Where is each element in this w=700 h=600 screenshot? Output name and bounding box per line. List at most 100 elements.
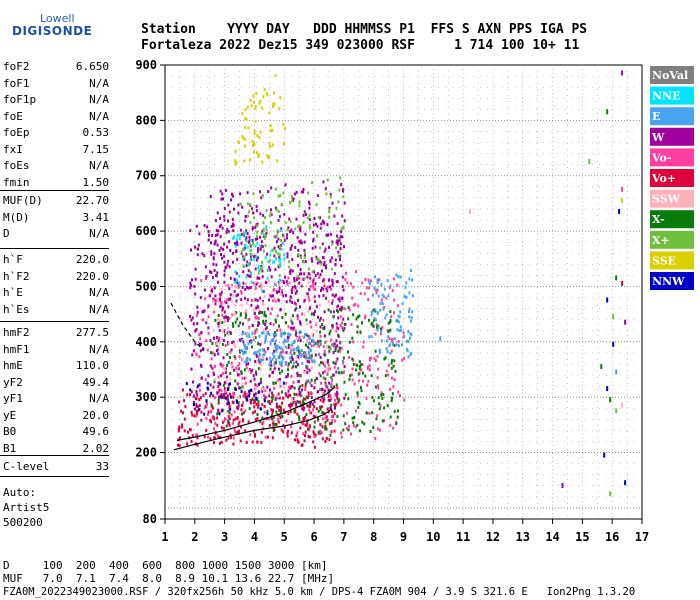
data-point — [308, 342, 310, 345]
data-point — [256, 249, 259, 253]
data-point — [236, 243, 239, 246]
data-point — [406, 339, 409, 343]
data-point — [401, 358, 404, 362]
data-point — [303, 255, 306, 259]
data-point — [232, 294, 234, 298]
data-point — [248, 325, 251, 329]
data-point — [376, 414, 379, 418]
data-point — [313, 420, 316, 424]
data-point — [290, 348, 293, 352]
data-point — [279, 328, 282, 332]
data-point — [320, 381, 322, 385]
data-point — [312, 284, 315, 288]
data-point — [269, 214, 272, 218]
data-point — [218, 441, 221, 445]
data-point — [241, 358, 244, 362]
data-point — [224, 389, 227, 393]
data-point — [237, 324, 240, 328]
data-point — [292, 340, 295, 344]
data-point — [370, 374, 373, 378]
data-point — [298, 240, 301, 244]
data-point — [286, 395, 289, 399]
data-point — [213, 436, 216, 440]
data-point — [222, 383, 225, 387]
data-point — [267, 435, 269, 439]
data-point — [298, 415, 300, 419]
legend-label: NNE — [652, 90, 681, 103]
data-point — [324, 389, 326, 393]
data-point — [261, 331, 263, 335]
data-point — [277, 210, 280, 214]
data-point — [210, 292, 213, 296]
data-point — [247, 342, 250, 346]
data-point — [227, 341, 229, 344]
data-point — [187, 430, 189, 434]
data-point — [274, 364, 277, 368]
legend-swatch — [650, 251, 694, 270]
data-point — [314, 433, 317, 437]
data-point — [209, 339, 212, 343]
data-point — [237, 367, 240, 371]
param-value: N/A — [89, 392, 109, 405]
data-point — [286, 233, 289, 237]
data-point — [252, 308, 255, 312]
data-point — [262, 303, 265, 307]
data-point — [256, 304, 259, 308]
data-point — [310, 378, 313, 382]
data-point — [300, 388, 303, 392]
data-point — [202, 309, 205, 313]
data-point — [368, 282, 371, 286]
data-point — [357, 304, 360, 308]
data-point — [235, 271, 238, 275]
data-point — [229, 407, 232, 411]
data-point — [276, 405, 279, 409]
data-point — [224, 333, 227, 337]
data-point — [299, 226, 302, 229]
data-point — [395, 273, 398, 277]
data-point — [310, 344, 313, 348]
data-point — [278, 290, 281, 293]
data-point — [319, 260, 322, 264]
data-point — [264, 395, 267, 399]
data-point — [272, 428, 275, 432]
data-point — [249, 257, 252, 261]
data-point — [243, 350, 246, 354]
data-point — [183, 399, 186, 403]
data-point — [314, 342, 317, 346]
data-point — [203, 412, 206, 416]
data-point — [178, 444, 181, 448]
data-point — [331, 293, 334, 297]
data-point — [280, 362, 283, 366]
data-point — [282, 142, 285, 146]
data-point — [256, 281, 259, 285]
data-point — [259, 212, 262, 216]
data-point — [275, 283, 277, 287]
data-point — [226, 245, 229, 249]
data-point — [290, 385, 293, 389]
data-point — [295, 289, 298, 293]
data-point — [271, 307, 274, 311]
data-point — [272, 323, 275, 326]
data-point — [256, 134, 259, 137]
data-point — [389, 310, 392, 314]
data-point — [214, 396, 216, 400]
data-point — [222, 356, 225, 360]
data-point — [210, 391, 213, 395]
data-point — [311, 246, 314, 250]
data-point — [309, 342, 312, 346]
data-point — [307, 350, 310, 354]
data-point — [253, 352, 256, 355]
data-point — [248, 394, 251, 398]
data-point — [232, 442, 235, 446]
data-point — [241, 135, 244, 139]
data-point — [320, 222, 323, 226]
data-point — [368, 364, 371, 368]
data-point — [204, 297, 207, 301]
data-point — [290, 421, 293, 424]
data-point — [222, 338, 225, 342]
data-point — [306, 322, 309, 326]
data-point — [332, 351, 335, 354]
data-point — [398, 344, 400, 348]
data-point — [322, 397, 325, 401]
data-point — [301, 421, 304, 425]
